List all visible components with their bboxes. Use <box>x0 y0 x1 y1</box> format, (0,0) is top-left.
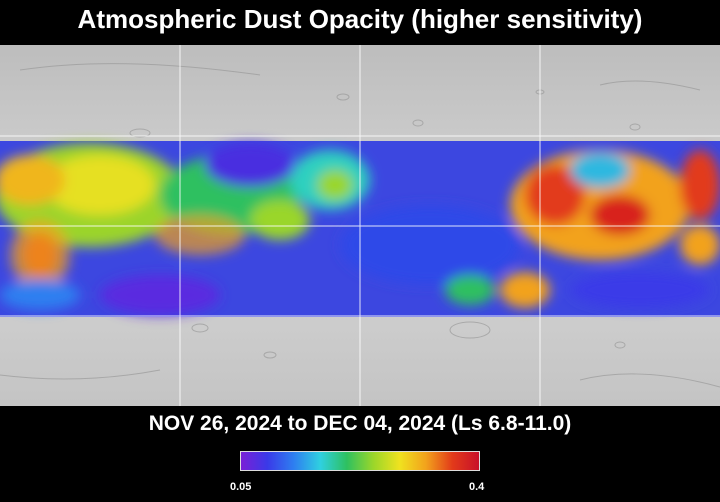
opacity-colorbar <box>240 451 480 471</box>
dust-opacity-map <box>0 45 720 406</box>
colorbar-min-label: 0.05 <box>230 481 252 493</box>
map-canvas <box>0 45 720 406</box>
map-title: Atmospheric Dust Opacity (higher sensiti… <box>77 4 643 34</box>
map-grid <box>0 45 720 406</box>
date-range: NOV 26, 2024 to DEC 04, 2024 (Ls 6.8-11.… <box>148 412 572 435</box>
colorbar-max-label: 0.4 <box>469 481 485 493</box>
